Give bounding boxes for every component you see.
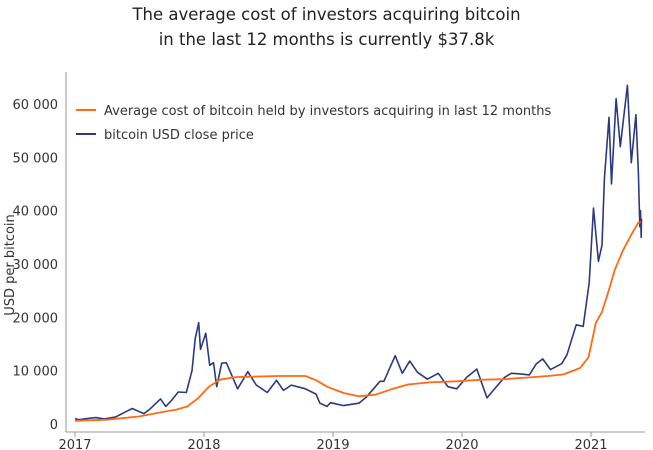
legend-label: Average cost of bitcoin held by investor… (104, 104, 551, 119)
x-tick-label: 2021 (574, 438, 607, 450)
y-tick-label: 10 000 (13, 365, 59, 380)
y-tick-label: 0 (50, 418, 58, 433)
y-tick-label: 20 000 (13, 311, 59, 326)
x-tick-label: 2020 (445, 438, 478, 450)
x-tick-label: 2018 (187, 438, 220, 450)
series-line-average-cost (74, 221, 641, 422)
chart-title-line-2: in the last 12 months is currently $37.8… (158, 30, 495, 49)
series-line-bitcoin-price (74, 84, 643, 421)
x-tick-label: 2017 (58, 438, 91, 450)
chart-title-line-1: The average cost of investors acquiring … (132, 5, 521, 24)
x-tick-label: 2019 (316, 438, 349, 450)
y-tick-label: 40 000 (13, 205, 59, 220)
y-tick-label: 50 000 (13, 151, 59, 166)
legend-label: bitcoin USD close price (104, 128, 254, 143)
y-tick-label: 60 000 (13, 98, 59, 113)
y-tick-label: 30 000 (13, 258, 59, 273)
y-axis-label: USD per bitcoin (3, 214, 18, 316)
